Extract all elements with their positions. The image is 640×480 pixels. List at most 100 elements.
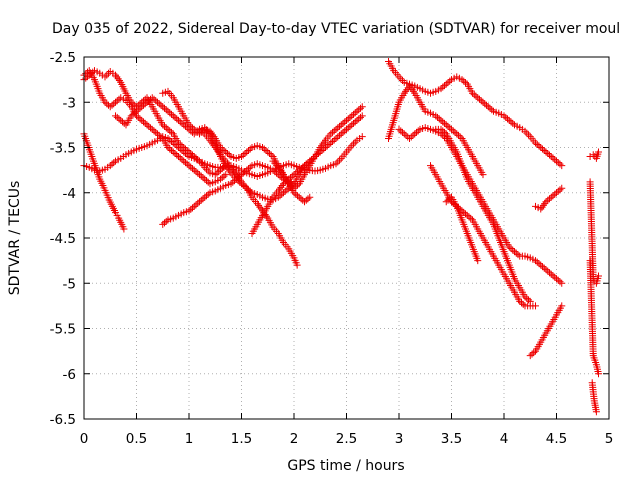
data-point xyxy=(465,213,473,221)
data-point xyxy=(119,118,126,126)
x-tick-label: 0 xyxy=(80,431,89,447)
data-point xyxy=(236,176,244,184)
data-point xyxy=(176,118,184,126)
data-point xyxy=(168,110,175,118)
data-point xyxy=(434,113,441,121)
y-tick-label: -3.5 xyxy=(50,141,76,157)
data-point xyxy=(220,172,228,180)
data-point xyxy=(161,104,168,112)
data-points xyxy=(80,58,602,416)
data-point xyxy=(120,119,128,127)
data-point xyxy=(280,189,287,197)
data-point xyxy=(355,115,363,123)
data-point xyxy=(439,83,447,91)
data-point xyxy=(213,169,221,177)
data-point xyxy=(231,177,238,185)
data-point xyxy=(343,116,350,124)
data-point xyxy=(525,296,532,304)
data-point xyxy=(526,297,534,305)
data-point xyxy=(294,181,301,189)
data-point xyxy=(164,144,172,151)
data-point xyxy=(413,128,420,136)
data-point xyxy=(406,82,413,90)
data-point xyxy=(166,136,174,144)
data-point xyxy=(261,210,269,218)
data-point xyxy=(523,129,531,137)
data-point xyxy=(351,118,359,126)
data-point xyxy=(171,113,179,121)
data-point xyxy=(84,68,91,76)
data-point xyxy=(441,128,448,136)
data-point xyxy=(264,148,272,156)
data-point xyxy=(166,127,174,135)
data-point xyxy=(537,261,545,269)
data-point xyxy=(201,175,209,183)
data-point xyxy=(199,128,207,136)
series-arc-12 xyxy=(385,82,487,179)
data-point xyxy=(157,101,165,109)
chart-title: Day 035 of 2022, Sidereal Day-to-day VTE… xyxy=(52,21,620,37)
data-point xyxy=(173,142,181,150)
data-point xyxy=(203,177,210,185)
data-point xyxy=(166,109,174,117)
data-point xyxy=(290,184,298,192)
data-point xyxy=(276,185,284,193)
data-point xyxy=(350,119,357,127)
data-point xyxy=(318,142,326,150)
data-point xyxy=(353,116,361,124)
data-point xyxy=(256,203,264,211)
data-point xyxy=(199,174,207,182)
data-point xyxy=(196,198,203,206)
data-point xyxy=(178,156,186,164)
data-point xyxy=(339,119,347,127)
data-point xyxy=(241,168,249,176)
data-point xyxy=(402,87,410,95)
data-point xyxy=(196,171,203,179)
data-point xyxy=(168,147,175,155)
data-point xyxy=(346,122,354,130)
data-point xyxy=(301,198,308,206)
data-point xyxy=(502,113,510,121)
x-tick-label: 4 xyxy=(500,431,509,447)
data-point xyxy=(161,122,168,130)
y-tick-label: -4.5 xyxy=(50,231,76,247)
data-point xyxy=(277,167,285,175)
data-point xyxy=(145,97,153,105)
data-point xyxy=(196,125,203,133)
data-point xyxy=(442,198,450,206)
data-point xyxy=(207,129,215,137)
data-point xyxy=(336,156,343,164)
data-point xyxy=(542,266,550,274)
data-point xyxy=(488,106,496,114)
data-point xyxy=(178,147,186,155)
data-point xyxy=(528,350,536,358)
data-point xyxy=(120,225,128,233)
data-point xyxy=(329,128,336,136)
data-point xyxy=(532,139,539,147)
data-point xyxy=(504,115,511,123)
data-point xyxy=(293,261,301,269)
data-point xyxy=(444,79,452,87)
data-point xyxy=(455,131,462,139)
data-point xyxy=(351,138,359,146)
data-point xyxy=(228,165,236,173)
x-axis-label: GPS time / hours xyxy=(287,458,404,474)
data-point xyxy=(204,178,212,186)
data-point xyxy=(541,200,549,208)
data-point xyxy=(154,130,161,138)
data-point xyxy=(246,145,254,153)
data-point xyxy=(346,113,354,121)
data-point xyxy=(400,130,408,138)
data-point xyxy=(537,205,545,213)
data-point xyxy=(558,162,566,170)
data-point xyxy=(164,134,172,142)
data-point xyxy=(302,160,310,168)
data-point xyxy=(134,106,142,114)
data-point xyxy=(469,89,476,97)
data-point xyxy=(206,136,214,144)
data-point xyxy=(330,136,338,144)
data-point xyxy=(262,212,270,220)
data-point xyxy=(549,272,557,280)
data-point xyxy=(214,147,222,155)
